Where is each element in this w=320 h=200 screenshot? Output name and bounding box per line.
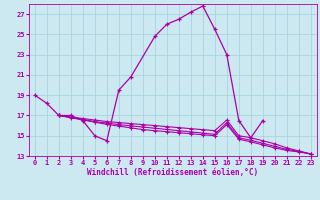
- X-axis label: Windchill (Refroidissement éolien,°C): Windchill (Refroidissement éolien,°C): [87, 168, 258, 177]
